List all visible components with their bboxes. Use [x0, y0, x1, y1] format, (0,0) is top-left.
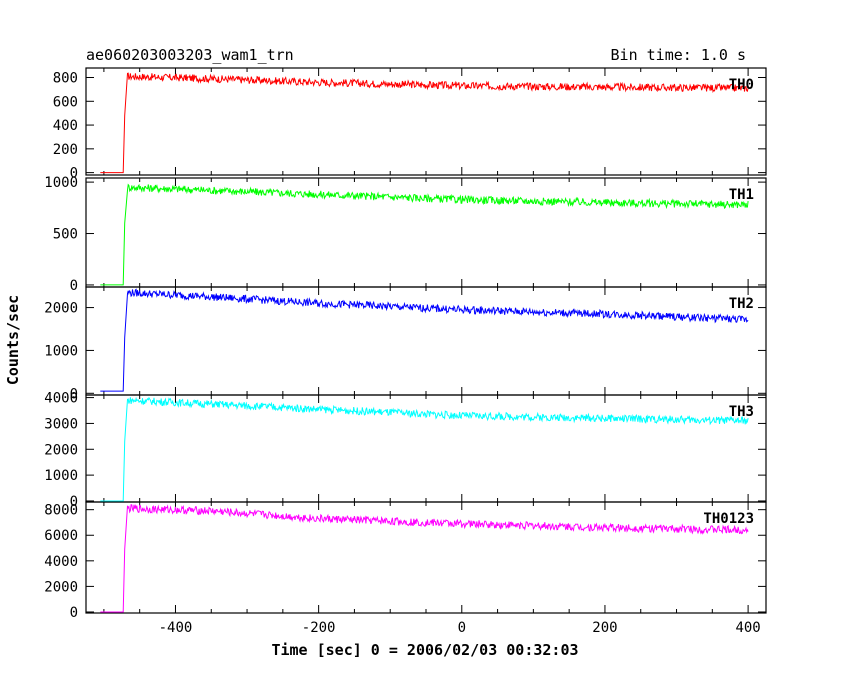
series-line-th0123 — [100, 503, 749, 613]
y-tick-label: 2000 — [44, 579, 78, 595]
y-tick-label: 400 — [53, 118, 78, 134]
panel-label: TH0 — [729, 77, 754, 93]
x-axis-label: Time [sec] 0 = 2006/02/03 00:32:03 — [271, 641, 578, 659]
panel-th2: 0 1000 2000 TH2 — [44, 286, 767, 402]
x-tick-label: -400 — [159, 620, 193, 636]
panel-th1: 0 500 1000 TH1 — [44, 175, 767, 294]
panel-frame — [85, 501, 767, 614]
y-tick-label: 0 — [70, 494, 78, 510]
y-tick-label: 0 — [70, 386, 78, 402]
y-tick-label: 2000 — [44, 301, 78, 317]
y-tick-label: 0 — [70, 278, 78, 294]
y-tick-label: 6000 — [44, 528, 78, 544]
y-axis-label: Counts/sec — [4, 295, 22, 385]
x-tick-label: 200 — [592, 620, 617, 636]
bin-time-label: Bin time: 1.0 s — [611, 46, 746, 64]
chart-title: ae060203003203_wam1_trn — [86, 46, 294, 64]
y-tick-label: 8000 — [44, 503, 78, 519]
panel-frame — [85, 177, 767, 288]
y-tick-label: 4000 — [44, 391, 78, 407]
series-line-th1 — [100, 183, 749, 286]
x-tick-label: 0 — [458, 620, 466, 636]
panel-th3: 0 1000 2000 3000 4000 TH3 — [44, 391, 767, 510]
y-tick-label: 1000 — [44, 343, 78, 359]
y-tick-label: 200 — [53, 142, 78, 158]
y-tick-label: 1000 — [44, 468, 78, 484]
panel-frame — [85, 394, 767, 503]
panel-label: TH3 — [729, 404, 754, 420]
panel-label: TH1 — [729, 187, 754, 203]
series-line-th2 — [100, 288, 749, 392]
series-line-th0 — [100, 72, 749, 174]
y-tick-label: 3000 — [44, 416, 78, 432]
panel-frame — [85, 286, 767, 396]
y-tick-label: 0 — [70, 605, 78, 621]
panel-label: TH0123 — [703, 511, 754, 527]
y-tick-label: 2000 — [44, 442, 78, 458]
y-tick-label: 800 — [53, 71, 78, 87]
x-tick-label: -200 — [302, 620, 336, 636]
panel-label: TH2 — [729, 296, 754, 312]
x-tick-label: 400 — [735, 620, 760, 636]
y-tick-label: 0 — [70, 166, 78, 182]
panel-th0: 0 200 400 600 800 TH0 — [53, 67, 767, 182]
y-tick-label: 500 — [53, 227, 78, 243]
y-tick-label: 600 — [53, 94, 78, 110]
series-line-th3 — [100, 396, 749, 502]
y-tick-label: 4000 — [44, 554, 78, 570]
y-tick-label: 1000 — [44, 175, 78, 191]
